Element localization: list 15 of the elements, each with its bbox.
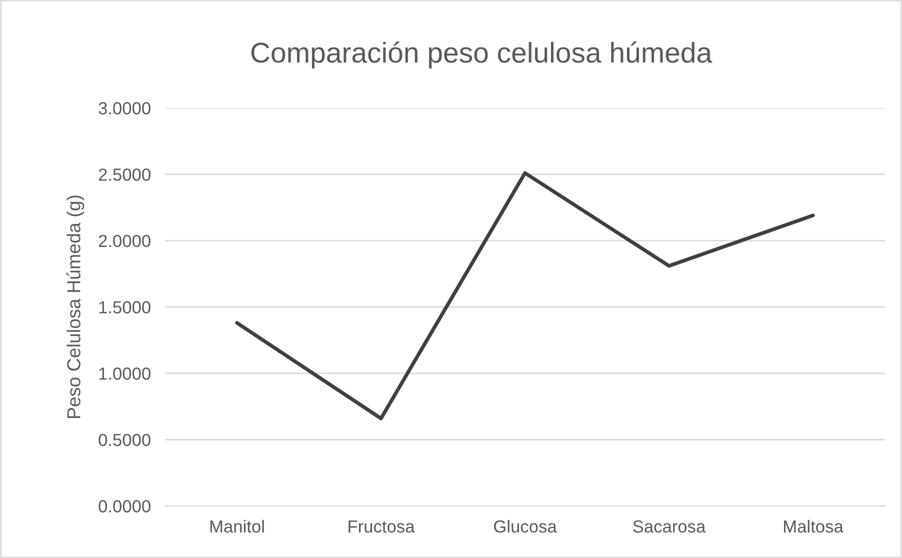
- x-tick-label: Manitol: [210, 520, 264, 533]
- y-tick-label: 0.0000: [98, 500, 150, 512]
- x-tick-label: Maltosa: [784, 520, 844, 533]
- y-tick-label: 0.5000: [98, 434, 150, 446]
- y-tick-label: 3.0000: [98, 102, 150, 114]
- y-tick-label: 1.0000: [99, 368, 150, 380]
- line-series: [235, 171, 815, 420]
- y-tick-label: 2.0000: [98, 234, 150, 248]
- x-tick-label: Glucosa: [494, 520, 557, 533]
- y-tick-label: 1.5000: [99, 301, 150, 314]
- y-tick-label: 2.5000: [98, 168, 150, 181]
- y-axis-title: Peso Celulosa Húmeda (g): [66, 196, 84, 418]
- x-tick-label: Fructosa: [348, 520, 415, 533]
- x-tick-label: Sacarosa: [633, 520, 706, 533]
- chart-title: Comparación peso celulosa húmeda: [251, 42, 712, 68]
